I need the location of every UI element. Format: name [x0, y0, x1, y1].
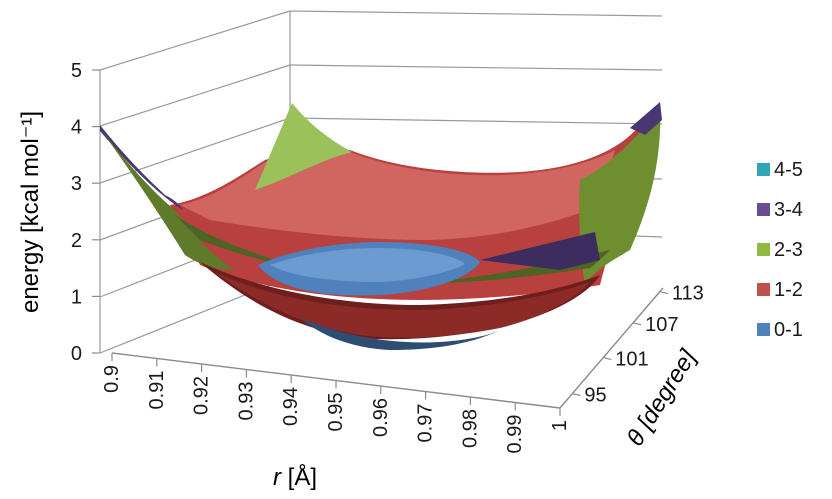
theta-axis-ticks: 95 101 107 113 [572, 283, 704, 407]
surface-min-blue-light [270, 248, 465, 282]
legend-swatch [757, 323, 770, 336]
legend-label: 3-4 [774, 199, 803, 221]
x-tick-label: 0.99 [504, 415, 526, 454]
x-tick-label: 0.98 [459, 409, 481, 448]
surface-peak-green [255, 103, 352, 190]
x-tick-label: 0.93 [235, 382, 257, 421]
x-axis-ticks: 0.9 0.91 0.92 0.93 0.94 0.95 0.96 0.97 0.98 0.99 1 [101, 353, 571, 453]
theta-tick-mark [632, 322, 642, 326]
legend-swatch [757, 163, 770, 176]
theta-tick-mark [572, 393, 581, 397]
surface-front-red-band [215, 272, 590, 338]
x-tick-label: 0.95 [325, 393, 347, 432]
gridline-back-y-4 [289, 64, 663, 71]
y-tick-label: 4 [71, 117, 82, 139]
theta-tick-mark [603, 357, 612, 361]
y-tick-label: 1 [71, 286, 82, 308]
legend-label: 4-5 [774, 159, 803, 181]
x-tick-label: 0.92 [191, 376, 213, 415]
theta-tick-label: 107 [645, 314, 678, 336]
x-tick-label: 0.91 [146, 371, 168, 410]
theta-tick-label: 95 [584, 385, 606, 407]
x-tick-label: 0.94 [280, 387, 302, 426]
y-tick-label: 3 [71, 173, 82, 195]
x-axis-title: r [Å] [273, 463, 317, 491]
legend-label: 0-1 [774, 319, 803, 341]
surface-bottom-blue [300, 318, 500, 350]
surface-left-purple [100, 125, 183, 210]
y-tick-label: 5 [71, 60, 82, 82]
surface-right-green [579, 108, 661, 285]
theta-axis-line [559, 287, 664, 409]
energy-surface [100, 102, 662, 350]
y-tick-label: 2 [71, 230, 82, 252]
y-axis-ticks: 0 1 2 3 4 5 [71, 60, 100, 365]
surface-right-purple-fold [480, 232, 600, 270]
x-tick-label: 1 [549, 420, 571, 431]
theta-tick-mark [659, 291, 669, 295]
y-axis-title: energy [kcal mol⁻¹] [17, 111, 44, 313]
gridline-back-y-5 [289, 10, 663, 17]
surface-right-purple-tip [630, 102, 662, 135]
gridline-y-4 [99, 64, 291, 127]
legend-swatch [757, 283, 770, 296]
legend-label: 1-2 [774, 279, 803, 301]
x-tick-label: 0.97 [415, 404, 437, 443]
legend-swatch [757, 203, 770, 216]
legend: 4-5 3-4 2-3 1-2 0-1 [757, 159, 803, 341]
x-tick-label: 0.9 [101, 365, 123, 393]
gridline-back-y-3 [289, 117, 663, 125]
gridline-y-5 [99, 10, 291, 71]
y-tick-label: 0 [71, 343, 82, 365]
theta-tick-label: 113 [672, 283, 704, 305]
legend-label: 2-3 [774, 239, 803, 261]
legend-swatch [757, 243, 770, 256]
x-tick-label: 0.96 [370, 398, 392, 437]
theta-tick-label: 101 [615, 349, 648, 371]
